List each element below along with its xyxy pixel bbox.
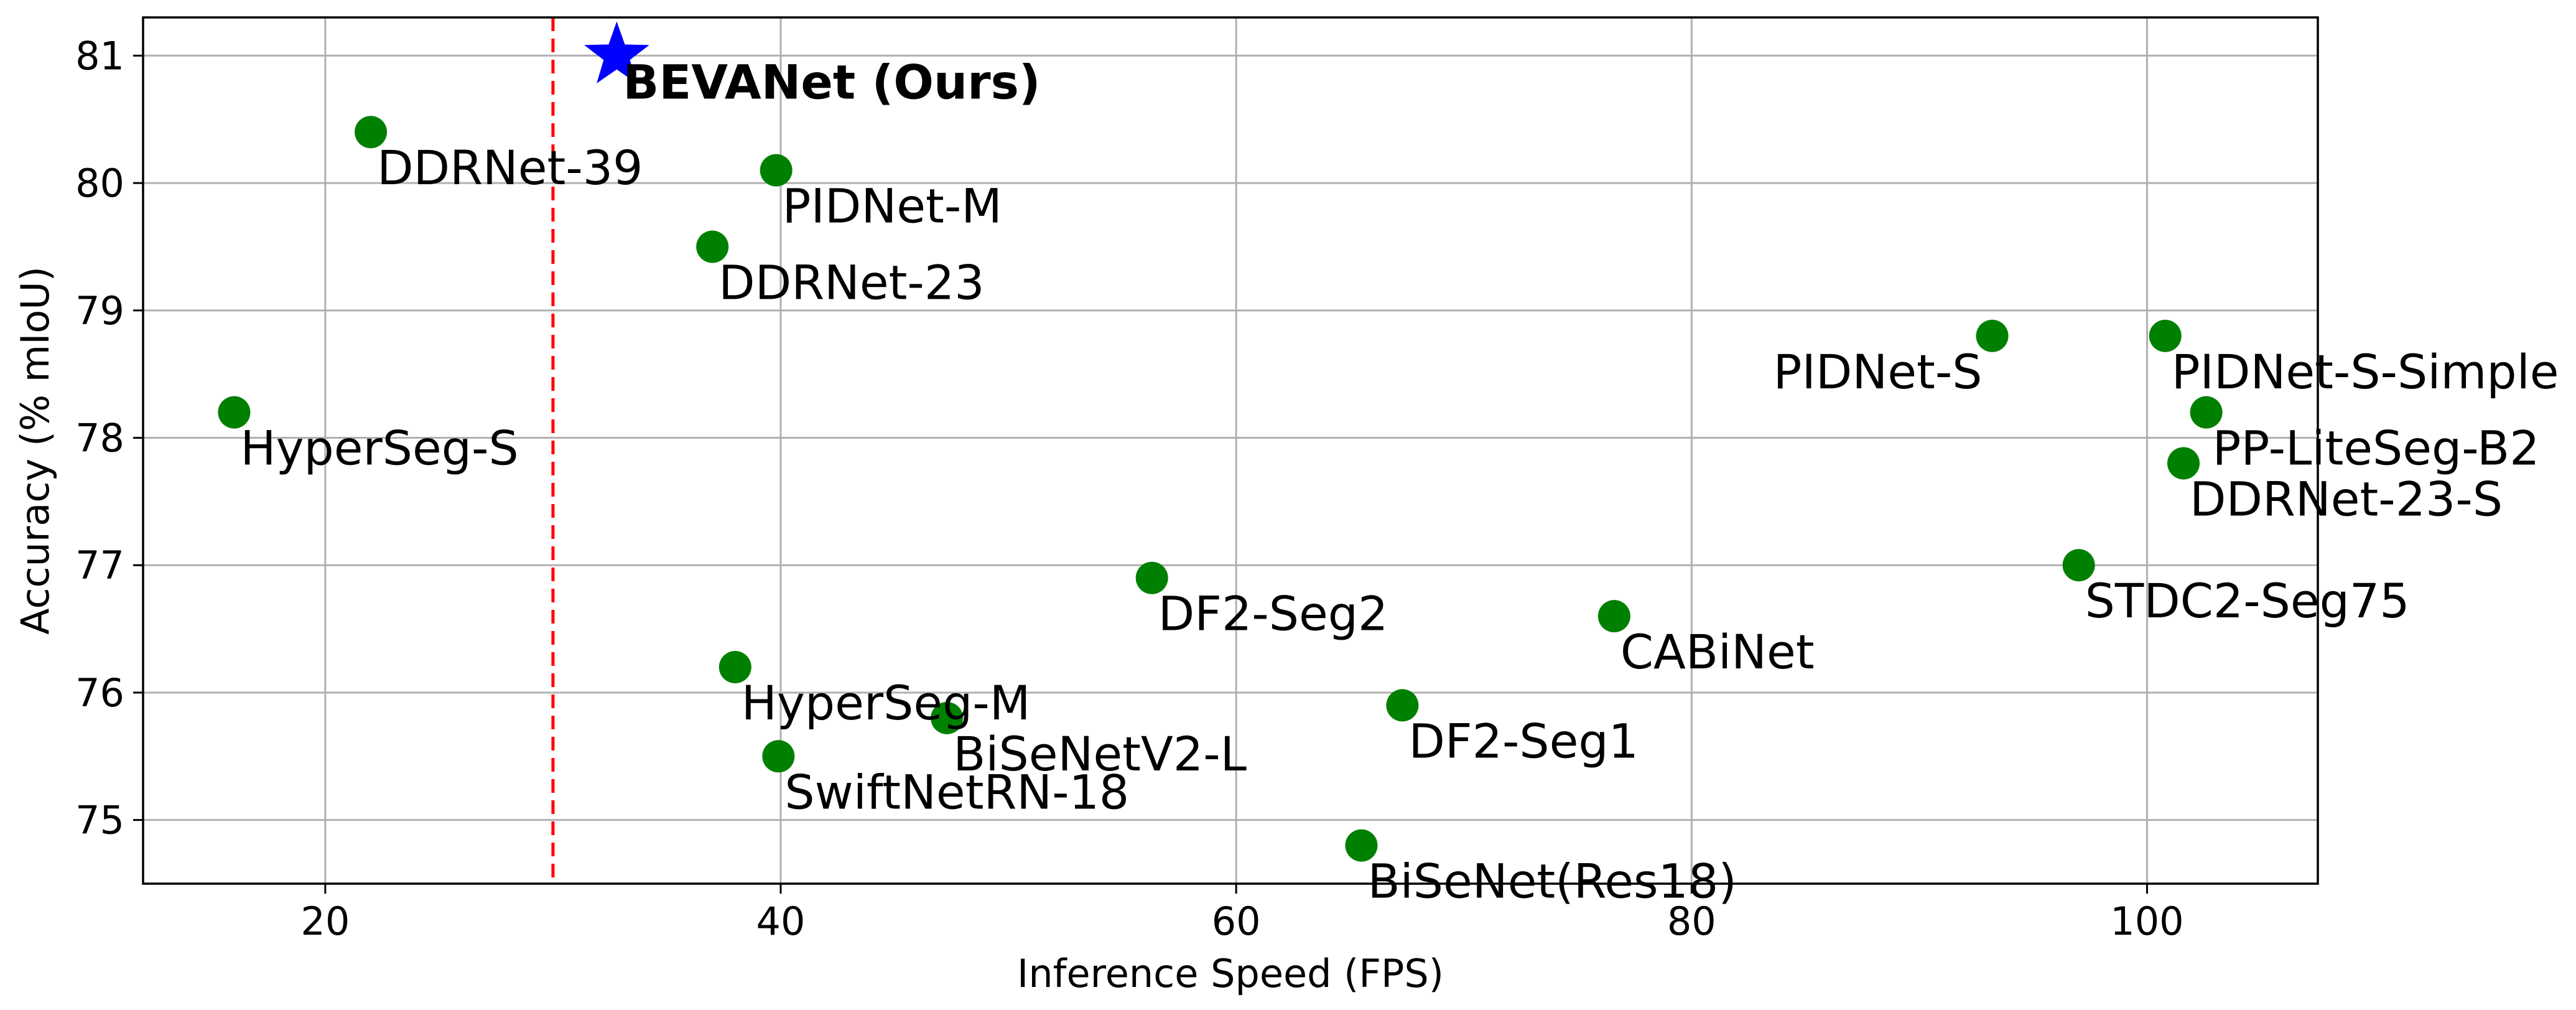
point-hyperseg-s: [218, 396, 251, 429]
y-tick-label-78: 78: [75, 416, 124, 461]
grid-lines: [143, 17, 2318, 884]
label-swiftnetrn-18: SwiftNetRN-18: [784, 764, 1129, 820]
point-bisenet-res18: [1345, 829, 1378, 862]
label-hyperseg-m: HyperSeg-M: [742, 675, 1031, 731]
point-cabinet: [1597, 600, 1630, 633]
label-ddrnet-23: DDRNet-23: [718, 255, 984, 310]
point-df2-seg2: [1135, 561, 1168, 594]
y-tick-label-79: 79: [75, 288, 124, 334]
axis-ticks: 20 40 60 80 100 75 76 77 78 79 80 81: [75, 33, 2184, 944]
label-bisenetv2-l: BiSeNetV2-L: [953, 726, 1247, 782]
point-stdc2-seg75: [2062, 549, 2095, 582]
y-tick-label-77: 77: [75, 543, 124, 588]
label-df2-seg1: DF2-Seg1: [1408, 713, 1639, 769]
point-ddrnet-39: [355, 116, 388, 149]
x-tick-label-60: 60: [1212, 899, 1261, 944]
point-swiftnetrn-18: [762, 740, 795, 773]
x-tick-label-100: 100: [2110, 899, 2183, 944]
label-pidnet-s-simple: PIDNet-S-Simple: [2172, 344, 2559, 400]
label-pp-liteseg-b2: PP-LiteSeg-B2: [2213, 421, 2540, 476]
point-hyperseg-m: [718, 651, 751, 683]
label-hyperseg-s: HyperSeg-S: [240, 421, 518, 476]
point-bisenetv2-l: [931, 701, 964, 734]
y-tick-label-75: 75: [75, 798, 124, 843]
y-tick-label-81: 81: [75, 33, 124, 78]
label-pidnet-m: PIDNet-M: [783, 179, 1002, 234]
data-points: [218, 21, 2223, 862]
label-df2-seg2: DF2-Seg2: [1158, 586, 1388, 642]
y-tick-label-80: 80: [75, 161, 124, 206]
y-axis-title: Accuracy (% mIoU): [12, 266, 58, 635]
x-tick-label-20: 20: [300, 899, 350, 944]
x-axis-title: Inference Speed (FPS): [1017, 951, 1444, 996]
point-bevanet-ours: [584, 21, 649, 83]
plot-frame: [142, 16, 2319, 885]
point-df2-seg1: [1386, 689, 1419, 722]
label-bisenet-res18: BiSeNet(Res18): [1367, 854, 1736, 909]
label-ddrnet-39: DDRNet-39: [377, 140, 643, 195]
label-bevanet-ours: BEVANet (Ours): [623, 54, 1040, 110]
point-ddrnet-23: [696, 230, 729, 263]
point-pidnet-s: [1976, 319, 2009, 352]
point-ddrnet-23-s: [2167, 447, 2200, 480]
point-pidnet-m: [760, 154, 793, 187]
y-tick-label-76: 76: [75, 670, 124, 716]
point-pidnet-s-simple: [2149, 319, 2182, 352]
point-labels: BEVANet (Ours) DDRNet-39 PIDNet-M DDRNet-23…: [240, 54, 2559, 909]
x-tick-label-80: 80: [1667, 899, 1716, 944]
x-tick-label-40: 40: [756, 899, 806, 944]
label-cabinet: CABiNet: [1620, 624, 1815, 680]
point-pp-liteseg-b2: [2190, 396, 2223, 429]
label-pidnet-s: PIDNet-S: [1774, 344, 1983, 400]
label-stdc2-seg75: STDC2-Seg75: [2085, 573, 2410, 629]
label-ddrnet-23-s: DDRNet-23-S: [2190, 471, 2503, 526]
